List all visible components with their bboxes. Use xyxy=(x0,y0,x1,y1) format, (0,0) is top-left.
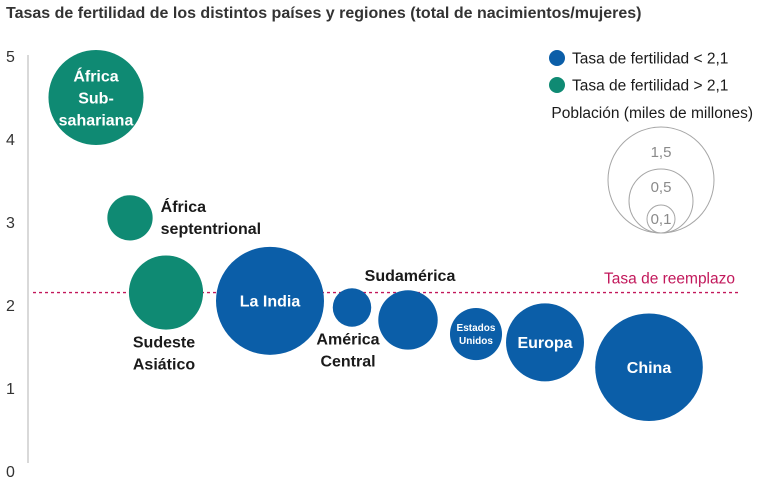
legend-swatch-above xyxy=(549,77,565,93)
bubbles: África Sub-sahariana África septentrional Su… xyxy=(48,49,703,422)
bubble-label: Central xyxy=(320,354,375,371)
bubble-label: China xyxy=(627,360,672,377)
bubble-label: Sub- xyxy=(78,90,114,107)
bubble-sudamérica xyxy=(378,290,438,350)
chart-title: Tasas de fertilidad de los distintos paí… xyxy=(6,5,641,22)
legend-size-title: Población (miles de millones) xyxy=(551,105,753,122)
y-tick-label: 4 xyxy=(6,132,15,149)
bubble-label: Europa xyxy=(517,335,572,352)
bubble-label: Sudamérica xyxy=(365,268,456,285)
bubble-label: África xyxy=(73,66,118,85)
y-tick-label: 2 xyxy=(6,298,15,315)
bubble-áfrica-sub--sahariana xyxy=(48,49,144,146)
bubble-china xyxy=(595,313,703,422)
legend-label-above: Tasa de fertilidad > 2,1 xyxy=(572,78,728,95)
bubble-estados-unidos xyxy=(449,308,503,361)
legend: Tasa de fertilidad < 2,1 Tasa de fertilid… xyxy=(549,50,753,234)
legend-swatch-below xyxy=(549,50,565,66)
y-tick-label: 1 xyxy=(6,381,15,398)
legend-size-circle xyxy=(646,204,676,234)
bubble-label: África xyxy=(161,197,206,216)
legend-label-below: Tasa de fertilidad < 2,1 xyxy=(572,51,728,68)
bubble-américa-central xyxy=(332,288,372,327)
bubble-label: Asiático xyxy=(133,357,195,374)
bubble-label: sahariana xyxy=(59,112,134,129)
bubble-label: Sudeste xyxy=(133,335,195,352)
bubble-sudeste-asiático xyxy=(128,255,204,330)
y-tick-label: 0 xyxy=(6,464,15,481)
bubble-label: América xyxy=(316,332,379,349)
legend-size-label: 0,5 xyxy=(651,179,672,196)
bubble-label: Unidos xyxy=(459,336,493,347)
bubble-europa xyxy=(506,303,584,382)
legend-size-label: 0,1 xyxy=(651,211,672,228)
y-tick-label: 3 xyxy=(6,215,15,232)
bubble-label: septentrional xyxy=(161,221,261,238)
y-axis-ticks: 0 1 2 3 4 5 xyxy=(6,49,15,481)
replacement-rate-line: Tasa de reemplazo xyxy=(33,271,738,294)
reference-line-label: Tasa de reemplazo xyxy=(604,271,735,288)
legend-size-label: 1,5 xyxy=(651,144,672,161)
bubble-áfrica-septentrional xyxy=(107,195,153,241)
bubble-la india xyxy=(216,246,324,355)
bubble-label: Estados xyxy=(457,323,496,334)
bubble-label: La India xyxy=(240,294,301,311)
y-tick-label: 5 xyxy=(6,49,15,66)
